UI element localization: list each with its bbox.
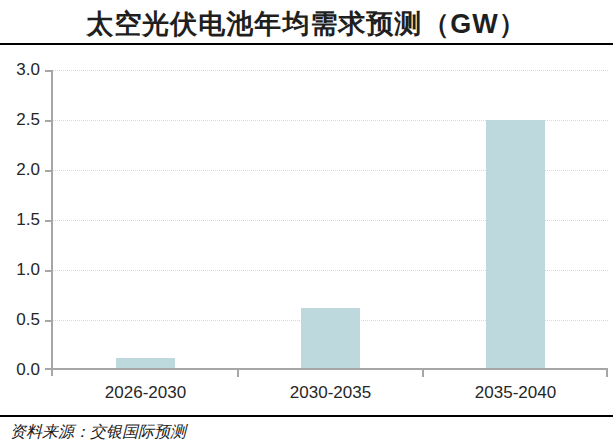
y-tick-0.0 [45, 368, 51, 370]
y-tick-1.5 [45, 220, 51, 222]
x-tick-boundary-3 [606, 370, 608, 377]
y-axis-label: 2.5 [0, 109, 40, 131]
gridline-3.0 [53, 70, 608, 71]
y-axis-label: 2.0 [0, 159, 40, 181]
y-tick-1.0 [45, 270, 51, 272]
y-axis-line [51, 70, 53, 376]
bar-2035-2040 [486, 120, 545, 368]
x-tick-boundary-1 [237, 370, 239, 377]
source-note: 资料来源：交银国际预测 [10, 421, 600, 443]
y-axis-label: 0.0 [0, 359, 40, 381]
x-axis-label: 2035-2040 [423, 381, 608, 405]
y-tick-2.5 [45, 120, 51, 122]
y-tick-3.0 [45, 70, 51, 72]
bar-2026-2030 [116, 358, 175, 368]
title-divider-line [0, 43, 613, 45]
chart-figure: 太空光伏电池年均需求预测（GW） 3.0 2.5 2.0 1.5 1.0 0.5… [0, 0, 613, 445]
y-tick-2.0 [45, 170, 51, 172]
y-axis-label: 3.0 [0, 59, 40, 81]
x-axis-label: 2030-2035 [238, 381, 423, 405]
chart-title: 太空光伏电池年均需求预测（GW） [0, 5, 613, 43]
y-axis-label: 0.5 [0, 309, 40, 331]
y-tick-0.5 [45, 320, 51, 322]
x-tick-boundary-2 [422, 370, 424, 377]
source-divider-line [0, 415, 613, 417]
x-axis-label: 2026-2030 [53, 381, 238, 405]
x-axis-line [51, 368, 608, 370]
bar-2030-2035 [301, 308, 360, 368]
y-axis-label: 1.5 [0, 209, 40, 231]
y-axis-label: 1.0 [0, 259, 40, 281]
